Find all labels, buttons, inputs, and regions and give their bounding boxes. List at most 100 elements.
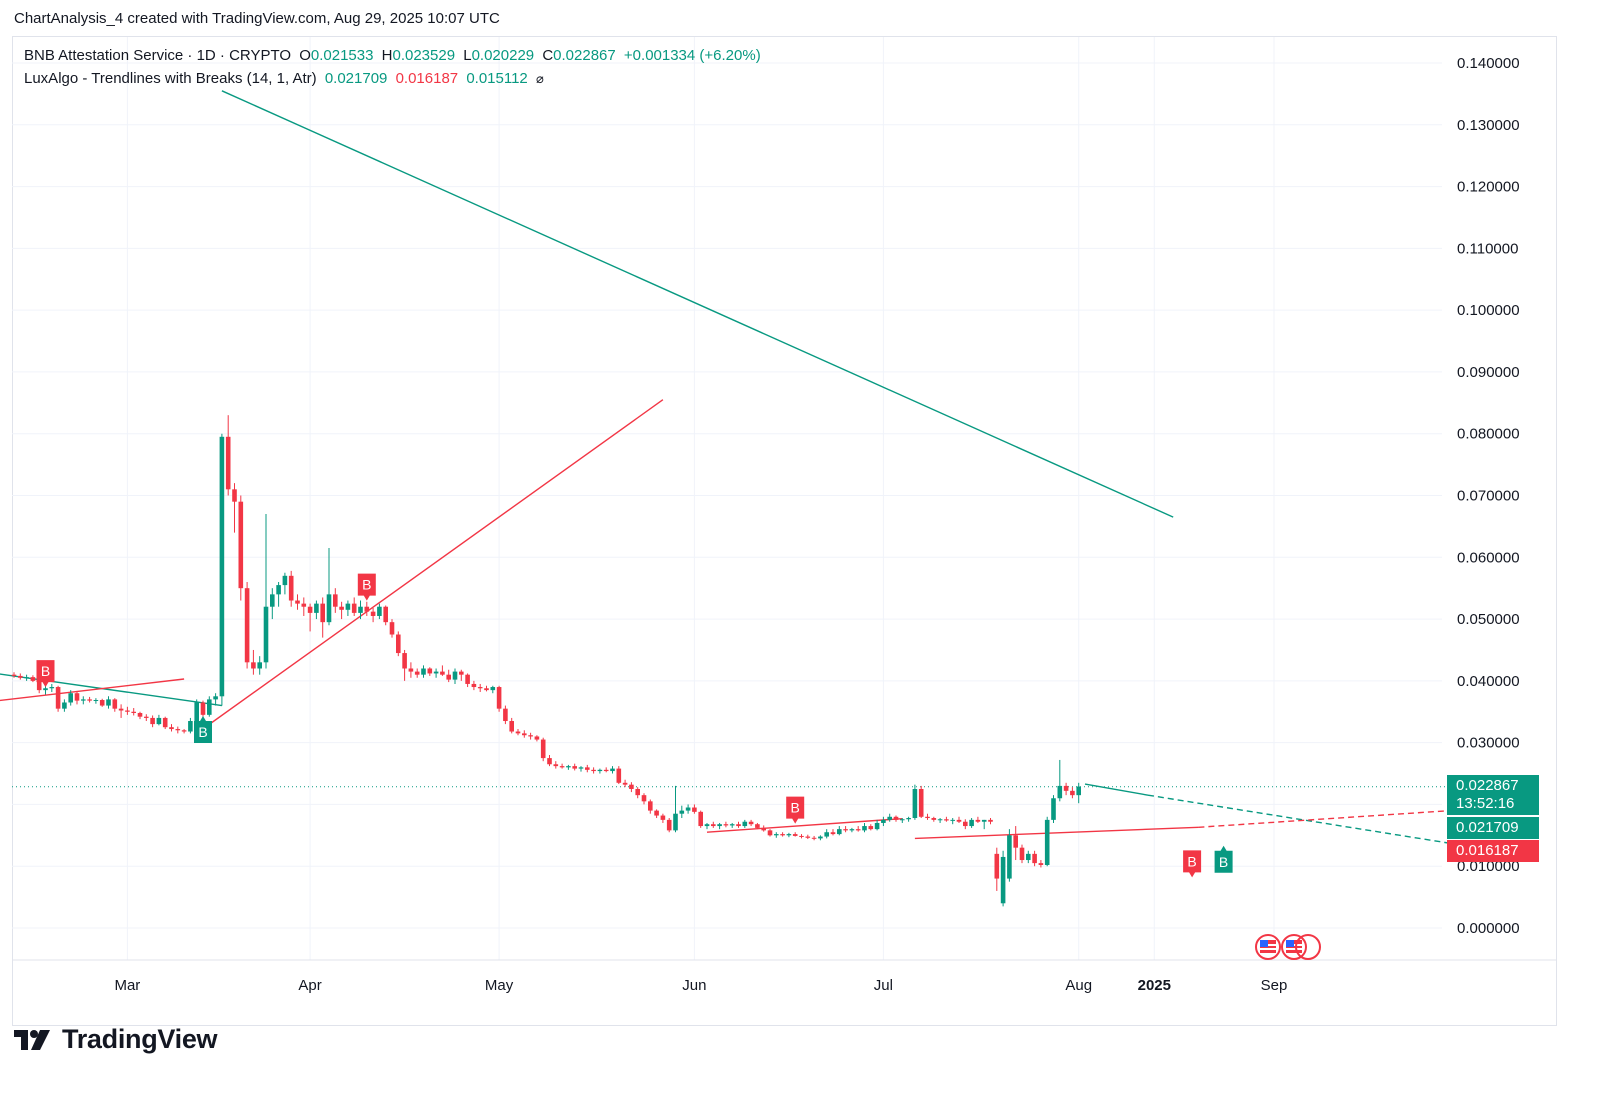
candle: [351, 597, 357, 616]
candle: [49, 683, 55, 692]
candle: [225, 415, 231, 496]
candle-body: [150, 717, 155, 725]
candle-body: [780, 834, 785, 836]
candle: [1000, 850, 1006, 907]
candle: [868, 824, 874, 831]
candle: [81, 696, 86, 705]
candle: [830, 829, 836, 836]
candle: [931, 816, 937, 822]
candle-body: [685, 807, 691, 811]
candle: [288, 570, 294, 607]
candle: [755, 822, 760, 830]
candle-body: [729, 824, 735, 826]
candle: [1044, 816, 1050, 867]
candle-body: [748, 821, 754, 825]
candle: [181, 729, 187, 734]
break-label-text: B: [791, 800, 800, 816]
candle: [364, 601, 370, 616]
candle-body: [200, 702, 206, 715]
candle: [654, 809, 659, 819]
candle: [320, 597, 325, 638]
candle: [780, 832, 785, 837]
trendline: [196, 399, 664, 734]
chart-attribution: ChartAnalysis_4 created with TradingView…: [14, 10, 500, 27]
break-label: B: [36, 660, 55, 688]
candle-body: [553, 764, 559, 767]
time-axis: Mar Apr May Jun Jul Aug 2025 Sep: [114, 977, 1287, 994]
candle-body: [988, 819, 993, 822]
candle: [862, 822, 867, 833]
candle-body: [912, 788, 918, 819]
us-flag-icon: [1281, 934, 1307, 960]
candle-body: [1070, 790, 1075, 796]
candle-body: [622, 782, 628, 785]
candle: [333, 588, 338, 613]
candle-body: [616, 768, 622, 783]
lower-trend-tag: 0.016187: [1447, 840, 1539, 862]
candle: [30, 675, 36, 683]
break-label-box: [194, 716, 212, 744]
candle: [270, 588, 275, 620]
candle-body: [194, 702, 199, 722]
candle: [18, 673, 23, 680]
indicator-legend[interactable]: LuxAlgo - Trendlines with Breaks (14, 1,…: [24, 70, 548, 87]
candle-body: [679, 810, 685, 814]
candle: [956, 816, 962, 823]
candle-body: [805, 836, 811, 838]
hidden-icon[interactable]: ⌀: [535, 71, 544, 86]
candle-body: [843, 829, 848, 831]
symbol-legend: BNB Attestation Service · 1D · CRYPTO O0…: [24, 47, 765, 64]
price-tick-label: 0.120000: [1457, 179, 1520, 196]
candle: [597, 768, 603, 774]
candle-body: [862, 826, 867, 831]
candle-body: [333, 594, 338, 607]
tradingview-logo[interactable]: TradingView: [14, 1024, 218, 1055]
candle-body: [849, 829, 855, 831]
candle-body: [509, 721, 514, 732]
candle: [471, 680, 477, 691]
break-label-text: B: [1187, 853, 1196, 869]
candle-body: [874, 822, 880, 830]
candle-body: [55, 687, 61, 709]
candle: [1032, 850, 1037, 867]
candle: [377, 603, 382, 620]
flag-ring-extra: [1295, 934, 1321, 960]
candle: [232, 483, 237, 533]
trendline: [706, 817, 903, 833]
time-tick-label: 2025: [1138, 977, 1171, 994]
candle-body: [188, 721, 193, 732]
candle: [843, 826, 848, 833]
candle: [692, 804, 697, 814]
candle: [301, 597, 307, 616]
flag-stripe: [1260, 948, 1276, 950]
candle-body: [30, 677, 36, 681]
candle: [389, 619, 395, 638]
candle-body: [1051, 798, 1056, 820]
candle: [307, 603, 313, 632]
candle: [257, 656, 262, 675]
candle-body: [1007, 835, 1012, 879]
candle-body: [792, 834, 798, 836]
candle-body: [925, 816, 930, 819]
candle: [402, 649, 407, 681]
candle: [969, 818, 974, 828]
candle-body: [471, 683, 477, 688]
price-tick-label: 0.030000: [1457, 735, 1520, 752]
candle: [106, 696, 111, 709]
candle-body: [950, 819, 955, 821]
candle: [704, 822, 710, 830]
candle-body: [270, 594, 275, 607]
candle: [534, 735, 540, 742]
chart-frame[interactable]: [12, 36, 1557, 1026]
candle: [893, 815, 899, 822]
candle: [1076, 782, 1081, 804]
candle: [440, 665, 445, 676]
last-price-tag: 0.022867 13:52:16: [1447, 775, 1539, 815]
candle: [711, 821, 716, 828]
time-tick-label: Apr: [298, 977, 321, 994]
candle: [811, 835, 817, 841]
candle: [994, 847, 1000, 891]
time-tick-label: Sep: [1261, 977, 1288, 994]
candle: [251, 649, 256, 675]
